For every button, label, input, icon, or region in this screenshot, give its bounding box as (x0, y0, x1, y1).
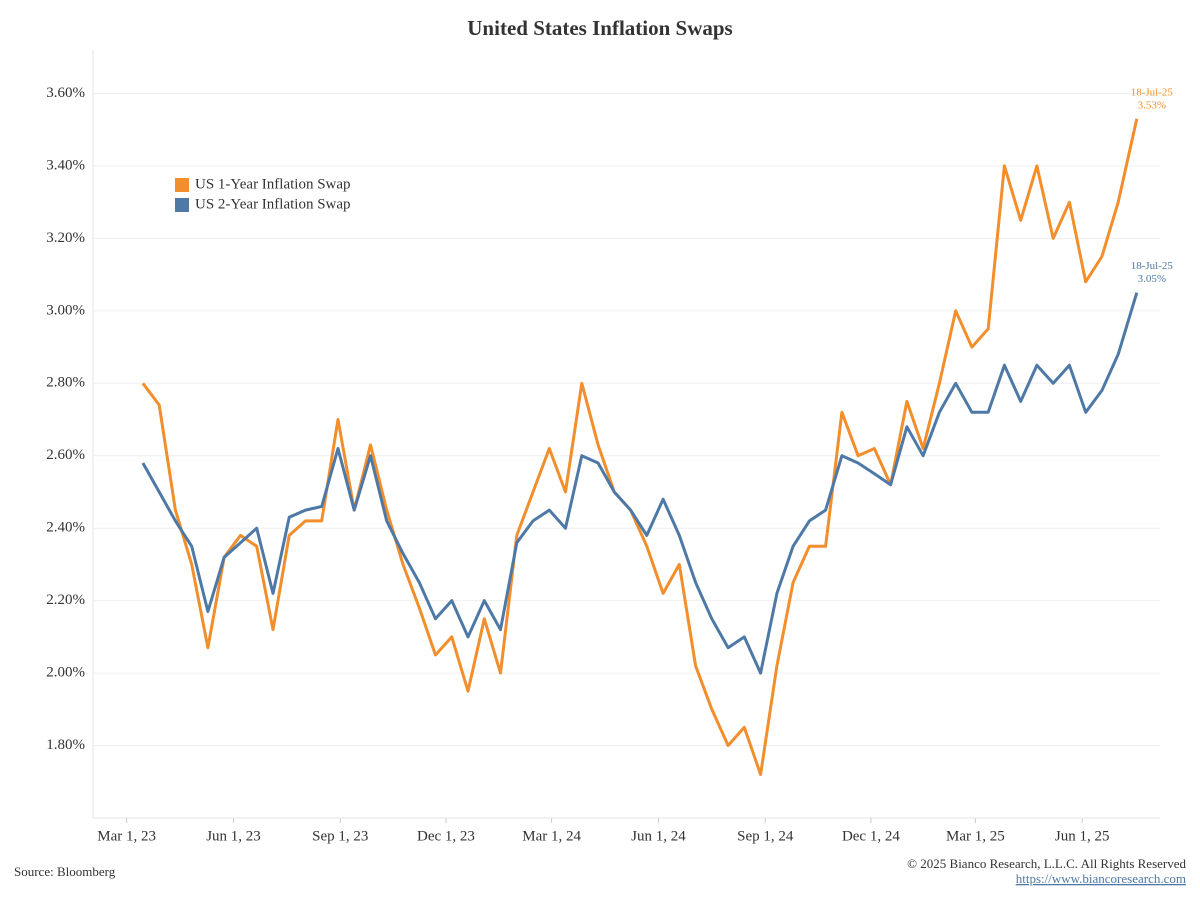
x-tick-label: Sep 1, 24 (737, 828, 794, 844)
x-tick-label: Mar 1, 23 (97, 828, 156, 844)
y-tick-label: 2.40% (46, 520, 85, 536)
y-tick-label: 3.00% (46, 302, 85, 318)
y-tick-label: 3.20% (46, 230, 85, 246)
end-date-label: 18-Jul-25 (1131, 260, 1174, 272)
x-tick-label: Mar 1, 24 (522, 828, 581, 844)
chart-title: United States Inflation Swaps (467, 16, 732, 40)
x-tick-label: Sep 1, 23 (312, 828, 368, 844)
x-tick-label: Mar 1, 25 (946, 828, 1005, 844)
x-tick-label: Dec 1, 23 (417, 828, 475, 844)
url-link[interactable]: https://www.biancoresearch.com (1016, 871, 1186, 886)
x-tick-label: Dec 1, 24 (842, 828, 900, 844)
legend-label: US 1-Year Inflation Swap (195, 176, 351, 192)
x-tick-label: Jun 1, 23 (206, 828, 261, 844)
end-value-label: 3.53% (1138, 99, 1166, 111)
series-line (141, 292, 1139, 675)
y-tick-label: 3.60% (46, 85, 85, 101)
series-line (141, 118, 1139, 776)
legend-swatch (175, 178, 189, 192)
end-value-label: 3.05% (1138, 273, 1166, 285)
y-tick-label: 1.80% (46, 737, 85, 753)
end-date-label: 18-Jul-25 (1131, 86, 1174, 98)
legend-swatch (175, 198, 189, 212)
x-tick-label: Jun 1, 25 (1055, 828, 1110, 844)
x-tick-label: Jun 1, 24 (631, 828, 686, 844)
y-tick-label: 2.00% (46, 665, 85, 681)
source: Source: Bloomberg (14, 864, 116, 879)
y-tick-label: 3.40% (46, 157, 85, 173)
y-tick-label: 2.60% (46, 447, 85, 463)
y-tick-label: 2.80% (46, 375, 85, 391)
copyright: © 2025 Bianco Research, L.L.C. All Right… (907, 856, 1186, 871)
y-tick-label: 2.20% (46, 592, 85, 608)
legend-label: US 2-Year Inflation Swap (195, 196, 351, 212)
